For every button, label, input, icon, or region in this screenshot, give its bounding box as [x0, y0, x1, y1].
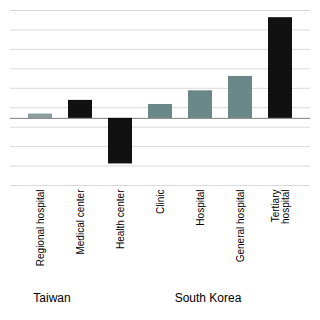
svg-text:Regional hospital: Regional hospital [35, 190, 46, 267]
svg-text:Medical center: Medical center [75, 189, 86, 255]
svg-text:Health center: Health center [115, 189, 126, 249]
svg-text:Clinic: Clinic [155, 190, 166, 214]
svg-text:General hospital: General hospital [235, 190, 246, 263]
svg-text:Tertiaryhospital: Tertiaryhospital [270, 190, 291, 224]
svg-text:Hospital: Hospital [195, 190, 206, 226]
html-text:South Korea: South Korea [174, 291, 242, 305]
html-text:Taiwan: Taiwan [33, 291, 71, 305]
